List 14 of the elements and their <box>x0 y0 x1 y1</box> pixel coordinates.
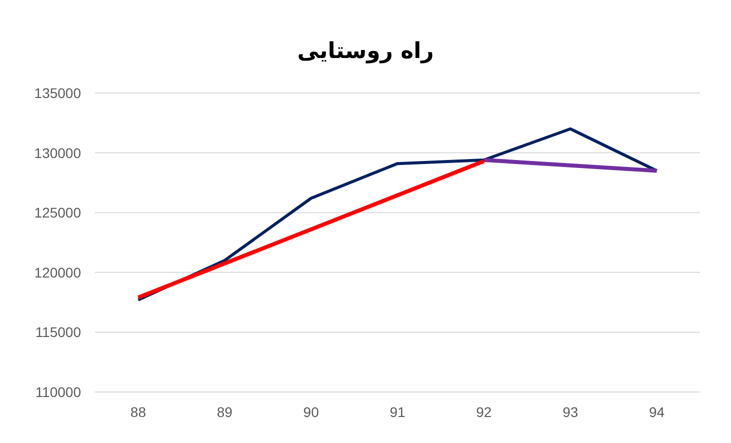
y-tick-label: 115000 <box>35 324 82 340</box>
x-tick-label: 90 <box>303 404 320 420</box>
y-tick-label: 110000 <box>35 384 82 400</box>
y-tick-label: 130000 <box>34 144 82 161</box>
x-tick-label: 92 <box>476 404 492 420</box>
y-tick-label: 125000 <box>34 204 82 221</box>
x-tick-label: 91 <box>390 404 406 420</box>
x-tick-label: 93 <box>562 404 578 420</box>
y-tick-label: 135000 <box>34 85 82 101</box>
x-tick-label: 94 <box>648 404 665 420</box>
x-tick-label: 88 <box>130 404 146 420</box>
chart-title: راه روستایی <box>297 39 434 64</box>
y-tick-label: 120000 <box>34 264 82 280</box>
x-tick-label: 89 <box>216 404 233 420</box>
